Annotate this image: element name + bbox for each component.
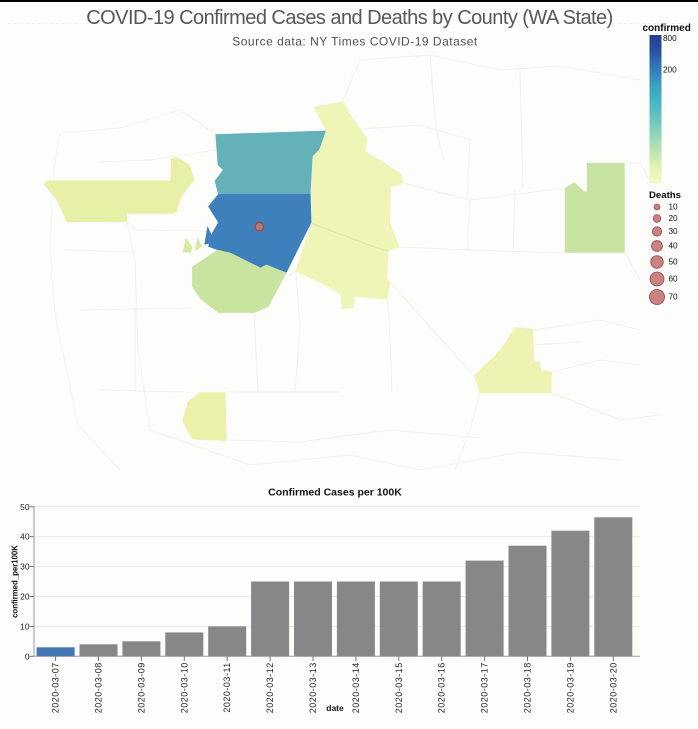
svg-text:2020-03-07: 2020-03-07 <box>51 662 61 713</box>
svg-text:200: 200 <box>663 66 677 75</box>
svg-text:date: date <box>326 703 344 713</box>
svg-text:20: 20 <box>20 592 30 602</box>
svg-text:Source data: NY Times COVID-19: Source data: NY Times COVID-19 Dataset <box>232 35 478 49</box>
svg-text:2020-03-14: 2020-03-14 <box>351 662 361 713</box>
svg-text:50: 50 <box>669 258 679 267</box>
svg-text:10: 10 <box>20 621 30 631</box>
svg-text:2020-03-15: 2020-03-15 <box>394 662 404 713</box>
svg-text:2020-03-20: 2020-03-20 <box>608 662 618 713</box>
svg-text:30: 30 <box>20 562 30 572</box>
svg-text:2020-03-19: 2020-03-19 <box>565 662 575 713</box>
svg-text:30: 30 <box>669 227 679 236</box>
svg-text:COVID-19 Confirmed Cases and D: COVID-19 Confirmed Cases and Deaths by C… <box>86 7 612 29</box>
svg-text:confirmed: confirmed <box>643 23 691 34</box>
svg-text:70: 70 <box>669 293 679 302</box>
svg-text:10: 10 <box>669 203 679 212</box>
svg-text:Deaths: Deaths <box>649 190 681 201</box>
svg-text:confirmed_per100K: confirmed_per100K <box>11 545 20 618</box>
svg-text:2020-03-17: 2020-03-17 <box>480 662 490 713</box>
svg-text:40: 40 <box>669 242 679 251</box>
svg-text:40: 40 <box>20 532 30 542</box>
svg-text:20: 20 <box>669 214 679 223</box>
svg-text:50: 50 <box>20 502 30 512</box>
svg-text:Confirmed Cases per 100K: Confirmed Cases per 100K <box>268 487 402 499</box>
svg-text:2020-03-18: 2020-03-18 <box>523 662 533 713</box>
svg-text:2020-03-09: 2020-03-09 <box>136 662 146 713</box>
svg-text:2020-03-12: 2020-03-12 <box>265 662 275 713</box>
svg-text:0: 0 <box>25 651 30 661</box>
svg-text:2020-03-10: 2020-03-10 <box>179 662 189 713</box>
svg-text:2020-03-11: 2020-03-11 <box>222 662 232 712</box>
svg-text:800: 800 <box>663 34 677 43</box>
svg-text:2020-03-13: 2020-03-13 <box>308 662 318 713</box>
svg-text:2020-03-16: 2020-03-16 <box>437 662 447 713</box>
svg-text:60: 60 <box>669 275 679 284</box>
svg-text:2020-03-08: 2020-03-08 <box>94 662 104 713</box>
